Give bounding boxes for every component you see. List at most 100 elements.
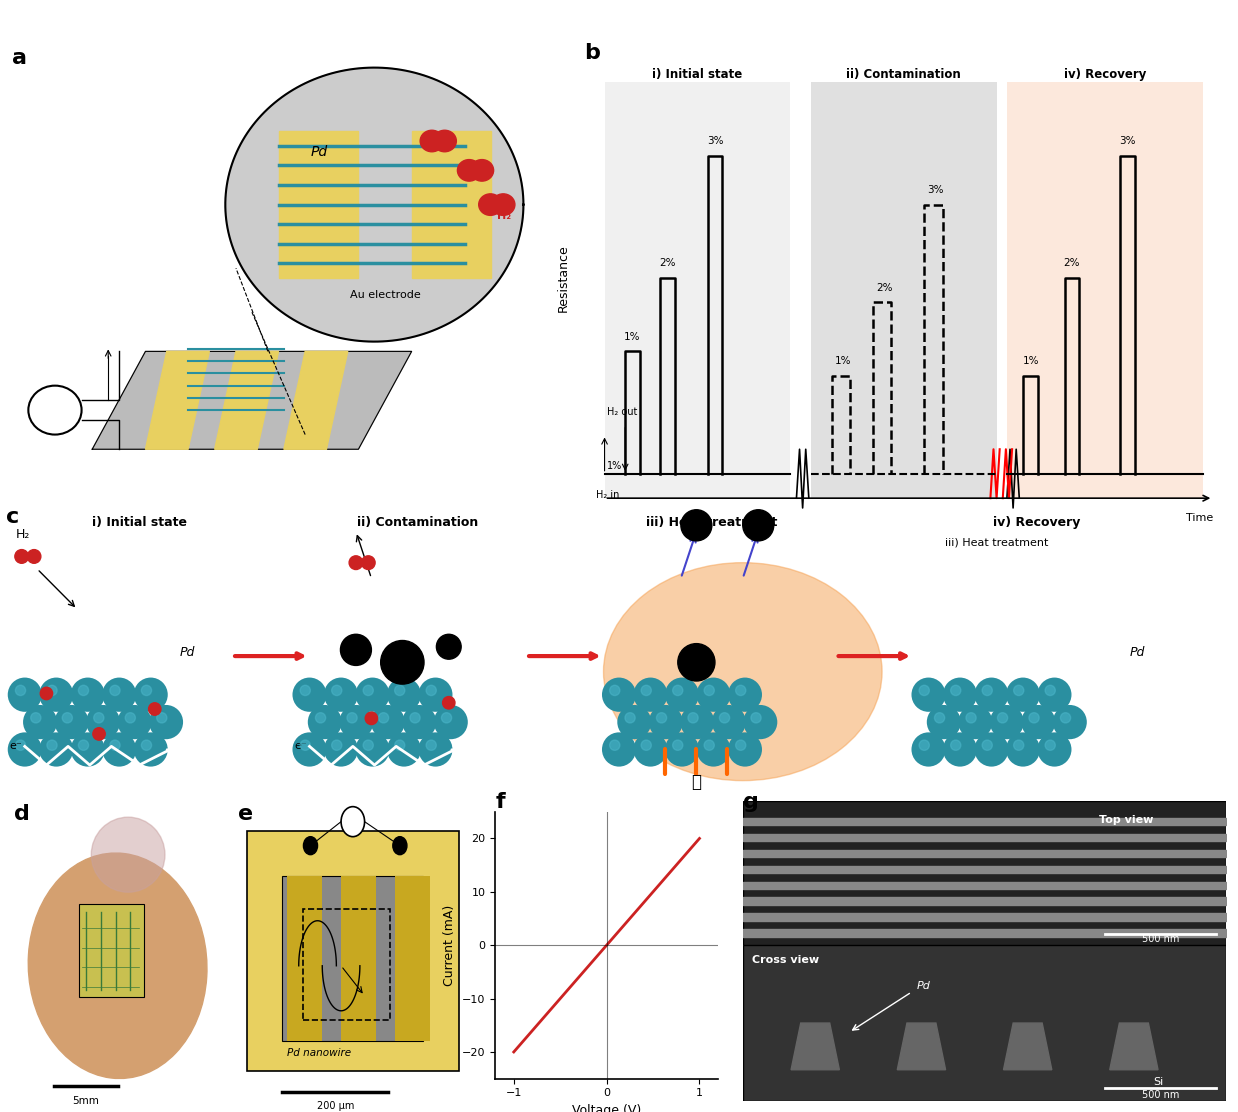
Circle shape	[735, 685, 745, 695]
Circle shape	[141, 685, 151, 695]
X-axis label: Voltage (V): Voltage (V)	[572, 1104, 641, 1112]
Polygon shape	[284, 351, 348, 449]
Circle shape	[625, 713, 635, 723]
Circle shape	[418, 733, 453, 766]
Circle shape	[743, 509, 774, 540]
Circle shape	[470, 160, 494, 181]
Circle shape	[7, 677, 42, 712]
Circle shape	[1014, 685, 1024, 695]
FancyBboxPatch shape	[811, 82, 997, 498]
Circle shape	[363, 685, 374, 695]
FancyBboxPatch shape	[282, 876, 423, 1041]
Circle shape	[433, 705, 468, 739]
Circle shape	[951, 685, 961, 695]
Text: iii) Heat treatment: iii) Heat treatment	[646, 516, 777, 529]
FancyBboxPatch shape	[342, 876, 376, 1041]
Circle shape	[1052, 705, 1087, 739]
Text: d: d	[15, 804, 31, 824]
Text: V: V	[50, 404, 61, 417]
Circle shape	[437, 634, 462, 659]
Circle shape	[911, 733, 946, 766]
Text: ii) Contamination: ii) Contamination	[358, 516, 478, 529]
FancyBboxPatch shape	[743, 945, 1226, 1101]
Circle shape	[125, 713, 135, 723]
Text: Resistance: Resistance	[556, 245, 569, 311]
Text: 1%: 1%	[607, 460, 621, 470]
Circle shape	[387, 733, 421, 766]
Circle shape	[94, 713, 104, 723]
Circle shape	[609, 685, 620, 695]
Text: iv) Recovery: iv) Recovery	[993, 516, 1081, 529]
Text: i) Initial state: i) Initial state	[652, 68, 743, 80]
Text: iv) Recovery: iv) Recovery	[1063, 68, 1146, 80]
Polygon shape	[279, 131, 359, 278]
Circle shape	[15, 549, 28, 564]
Circle shape	[78, 685, 89, 695]
Circle shape	[355, 733, 390, 766]
Circle shape	[704, 685, 714, 695]
Circle shape	[958, 705, 993, 739]
Circle shape	[943, 733, 977, 766]
Circle shape	[982, 685, 993, 695]
Circle shape	[27, 549, 41, 564]
Circle shape	[300, 685, 311, 695]
Text: Pd nanowire: Pd nanowire	[287, 1048, 352, 1058]
FancyBboxPatch shape	[743, 801, 1226, 945]
Circle shape	[332, 741, 342, 751]
Polygon shape	[93, 351, 412, 449]
Circle shape	[442, 713, 452, 723]
Circle shape	[395, 741, 405, 751]
Circle shape	[379, 713, 389, 723]
Circle shape	[157, 713, 167, 723]
Circle shape	[47, 741, 57, 751]
Polygon shape	[1109, 1023, 1158, 1070]
Circle shape	[728, 733, 763, 766]
Circle shape	[966, 713, 977, 723]
Circle shape	[40, 687, 53, 699]
Circle shape	[340, 634, 371, 665]
Text: 🔥: 🔥	[691, 773, 702, 791]
Circle shape	[1037, 677, 1072, 712]
Text: 3%: 3%	[1119, 136, 1135, 146]
Circle shape	[919, 685, 930, 695]
Polygon shape	[146, 351, 209, 449]
Circle shape	[316, 713, 326, 723]
Circle shape	[943, 677, 977, 712]
Text: Cross view: Cross view	[753, 954, 820, 964]
Circle shape	[634, 733, 667, 766]
Circle shape	[649, 705, 683, 739]
Circle shape	[31, 713, 41, 723]
Circle shape	[919, 741, 930, 751]
Circle shape	[355, 677, 390, 712]
Circle shape	[634, 677, 667, 712]
Circle shape	[1021, 705, 1055, 739]
Text: 2%: 2%	[1063, 258, 1080, 268]
Circle shape	[602, 677, 636, 712]
Circle shape	[118, 705, 151, 739]
Circle shape	[951, 741, 961, 751]
Text: Au electrode: Au electrode	[349, 289, 421, 299]
Circle shape	[149, 705, 183, 739]
Circle shape	[982, 741, 993, 751]
Circle shape	[300, 741, 311, 751]
Circle shape	[134, 733, 168, 766]
Circle shape	[28, 386, 82, 435]
Circle shape	[349, 556, 363, 569]
FancyBboxPatch shape	[248, 831, 459, 1071]
Circle shape	[141, 741, 151, 751]
Circle shape	[751, 713, 761, 723]
Circle shape	[1045, 685, 1055, 695]
Circle shape	[672, 685, 683, 695]
Circle shape	[974, 677, 1009, 712]
Circle shape	[292, 677, 327, 712]
Circle shape	[1061, 713, 1071, 723]
Text: Pd: Pd	[1130, 646, 1145, 659]
Text: H₂ in: H₂ in	[597, 490, 620, 500]
Ellipse shape	[604, 563, 883, 781]
Circle shape	[1029, 713, 1039, 723]
Circle shape	[308, 705, 342, 739]
Circle shape	[418, 677, 453, 712]
Circle shape	[426, 741, 436, 751]
Text: 1%: 1%	[624, 331, 640, 341]
Circle shape	[678, 644, 716, 681]
